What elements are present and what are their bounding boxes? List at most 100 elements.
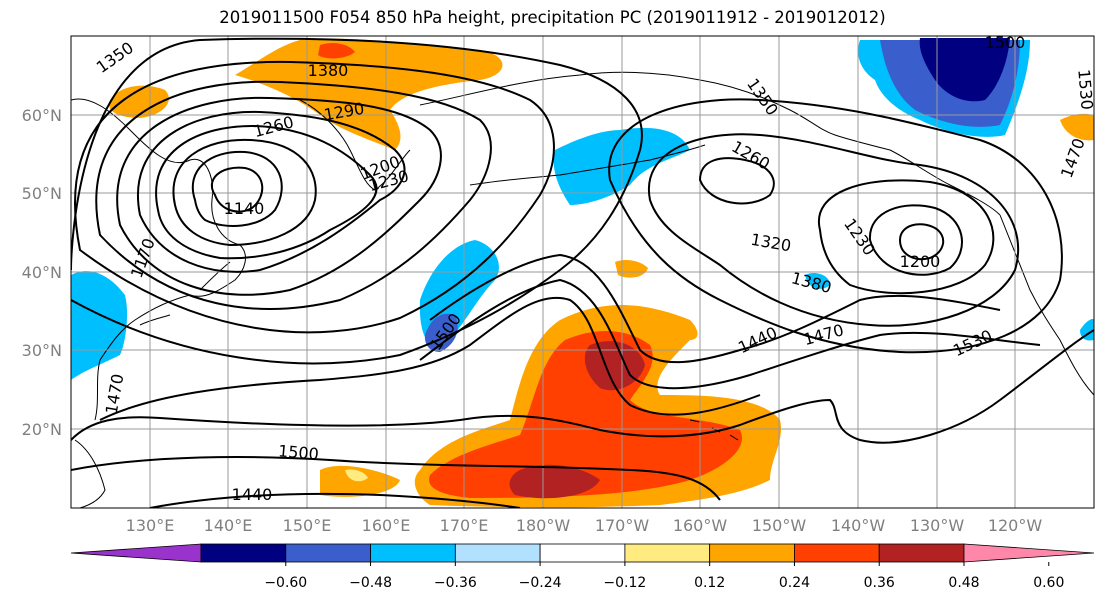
contour-1440: [429, 253, 1001, 364]
lon-label: 150°W: [752, 516, 807, 535]
colorbar-tick-label: 0.60: [1033, 575, 1064, 591]
contour-label: 1200: [900, 252, 941, 271]
coast-alaska: [419, 71, 1001, 216]
precip-positive-canada: [1060, 113, 1094, 141]
colorbar-segment: [454, 543, 541, 563]
contour-label: 1500: [985, 33, 1026, 52]
colorbar-tick-label: −0.48: [349, 575, 392, 591]
precip-positive-okhotsk: [235, 38, 503, 151]
contour-label: 1140: [224, 199, 265, 218]
contour-1470-south: [149, 492, 521, 508]
coast-asia: [71, 98, 246, 421]
precip-negative-california: [1080, 319, 1094, 341]
coast-north-america-west: [999, 214, 1094, 396]
contour-1200-east: [898, 223, 945, 260]
lon-label: 180°W: [516, 516, 571, 535]
precip-positive-dark: [584, 341, 645, 391]
colorbar-tick-labels: −0.60 −0.48 −0.36 −0.24 −0.12 0.12 0.24 0.36 0.4…: [264, 562, 1064, 591]
lat-label: 20°N: [22, 420, 62, 439]
contour-1350-west: [74, 60, 555, 334]
precip-negative-east-pacific: [805, 273, 830, 289]
precip-positive-siberia: [109, 85, 169, 118]
contour-label: 1470: [1057, 136, 1089, 181]
coast-aleutians: [469, 144, 706, 186]
colorbar-segment: [709, 543, 795, 563]
contour-1200: [172, 138, 317, 247]
lon-label: 140°E: [204, 516, 253, 535]
contour-1260: [137, 110, 406, 273]
contour-label: 1380: [308, 61, 349, 80]
height-contours: [71, 37, 1094, 508]
contour-label: 1440: [232, 485, 273, 504]
precip-light-positive: [345, 469, 368, 482]
contour-1320-east: [647, 133, 1020, 327]
contour-1380: [71, 37, 643, 365]
colorbar-tick-label: −0.36: [434, 575, 477, 591]
contour-label: 1230: [840, 215, 879, 259]
lat-label: 50°N: [22, 184, 62, 203]
contour-label: 1350: [93, 38, 137, 77]
colorbar-segment: [963, 543, 1095, 563]
contour-1320: [95, 80, 492, 310]
lon-label: 170°W: [595, 516, 650, 535]
contour-label: 1380: [789, 268, 833, 297]
contour-1260-east: [698, 157, 775, 205]
colorbar-tick-label: −0.24: [519, 575, 562, 591]
precip-positive-dark-2: [509, 464, 600, 499]
lon-label: 130°E: [126, 516, 175, 535]
colorbar-tick-label: −0.12: [603, 575, 646, 591]
precip-positive-pacific-south: [320, 465, 400, 497]
map-title: 2019011500 F054 850 hPa height, precipit…: [219, 8, 886, 27]
colorbar-segment: [285, 543, 371, 563]
colorbar-segment: [624, 543, 711, 563]
precip-positive-core: [429, 330, 742, 498]
precip-negative-japan: [71, 271, 128, 380]
contour-label: 1440: [735, 323, 780, 357]
latitude-labels: 60°N 50°N 40°N 30°N 20°N: [22, 106, 62, 439]
contour-label: 1530: [950, 326, 995, 360]
colorbar-segment: [200, 543, 287, 563]
contour-label: 1260: [728, 137, 773, 174]
contour-labels: 1350 138012901260120012301140117013501260…: [93, 33, 1097, 504]
contour-label: 1500: [277, 441, 319, 463]
colorbar-segment: [370, 543, 456, 563]
colorbar-tick-label: −0.60: [264, 575, 307, 591]
colorbar: [70, 543, 1095, 563]
colorbar-segment: [878, 543, 965, 563]
colorbar-tick-label: 0.24: [779, 575, 810, 591]
colorbar-tick-label: 0.48: [948, 575, 979, 591]
contour-1500: [99, 296, 761, 421]
lat-label: 30°N: [22, 341, 62, 360]
lon-label: 160°W: [673, 516, 728, 535]
contour-label: 1350: [743, 75, 782, 119]
lon-label: 160°E: [362, 516, 411, 535]
contour-1170: [192, 150, 283, 227]
colorbar-tick-label: 0.12: [694, 575, 725, 591]
contour-1530: [71, 329, 1094, 444]
map-frame: [70, 35, 1095, 509]
precip-positive-okhotsk-core: [318, 42, 355, 59]
contour-1350-east: [608, 98, 1063, 354]
lat-label: 60°N: [22, 106, 62, 125]
contour-label: 1260: [251, 112, 295, 141]
lon-label: 170°E: [440, 516, 489, 535]
contour-1230-east: [868, 204, 963, 276]
colorbar-segment: [70, 543, 202, 563]
contour-1500-south: [71, 456, 721, 501]
contour-label: 1320: [749, 230, 792, 256]
contour-1230: [155, 124, 378, 260]
contour-1290: [116, 96, 442, 296]
contour-1140: [210, 166, 264, 213]
longitude-labels: 130°E 140°E 150°E 160°E 170°E 180°W 170°W 160°W…: [126, 516, 1043, 535]
contour-label: 1530: [1074, 68, 1096, 110]
lon-label: 120°W: [988, 516, 1043, 535]
colorbar-tick-label: 0.36: [864, 575, 895, 591]
contour-1290-east: [817, 179, 995, 295]
contour-1470: [419, 278, 1041, 390]
lon-label: 130°W: [910, 516, 965, 535]
precip-positive-small: [615, 260, 648, 278]
lon-label: 150°E: [283, 516, 332, 535]
precip-negative-northeast-core: [919, 38, 1010, 102]
colorbar-segment: [794, 543, 880, 563]
